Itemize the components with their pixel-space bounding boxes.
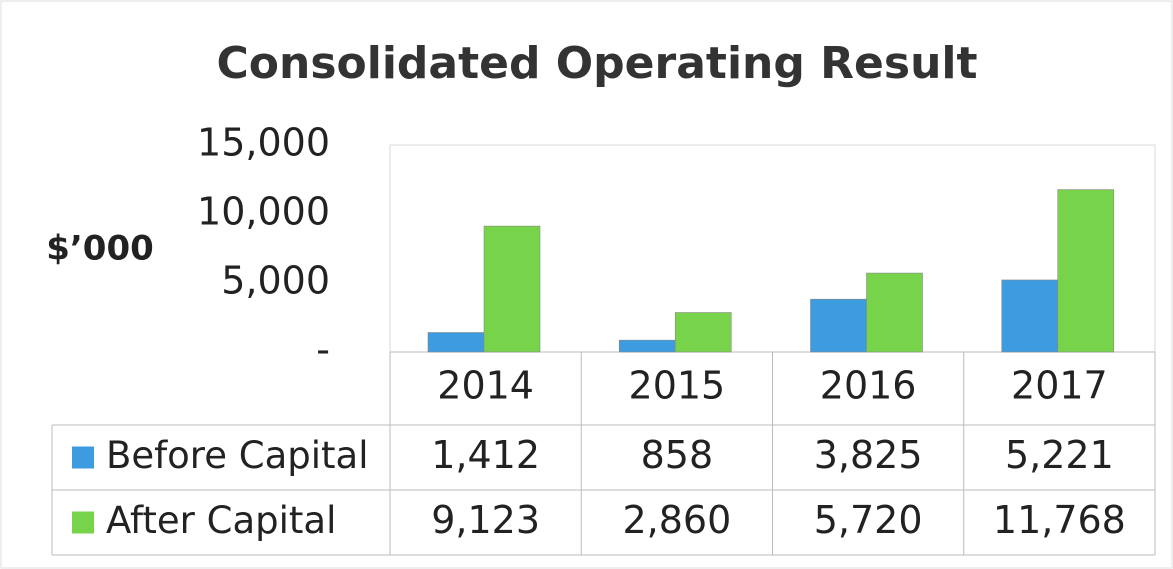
legend-swatch <box>72 511 94 534</box>
data-label: 9,123 <box>431 498 540 542</box>
data-label: 5,221 <box>1005 433 1114 477</box>
bar <box>1001 279 1059 353</box>
bar <box>618 339 676 353</box>
x-tick-label: 2017 <box>1011 364 1108 408</box>
legend-label: After Capital <box>106 499 336 542</box>
data-label: 3,825 <box>814 433 923 477</box>
y-tick-label: - <box>316 328 330 372</box>
data-label: 1,412 <box>431 433 540 477</box>
legend-swatch <box>72 446 94 469</box>
y-tick-label: 10,000 <box>197 190 330 234</box>
legend-label: Before Capital <box>106 434 368 477</box>
data-label: 2,860 <box>622 498 731 542</box>
data-label: 11,768 <box>993 498 1126 542</box>
y-tick-label: 15,000 <box>197 121 330 165</box>
bar <box>674 312 732 353</box>
x-tick-label: 2015 <box>629 364 726 408</box>
data-label: 5,720 <box>814 498 923 542</box>
bar <box>427 332 485 353</box>
bar <box>1057 189 1115 353</box>
y-axis-label: $’000 <box>46 229 154 269</box>
data-label: 858 <box>641 433 714 477</box>
chart-title: Consolidated Operating Result <box>216 38 977 89</box>
y-tick-label: 5,000 <box>221 259 330 303</box>
x-tick-label: 2016 <box>820 364 917 408</box>
bar <box>483 225 541 353</box>
x-tick-label: 2014 <box>437 364 534 408</box>
bar <box>866 272 923 353</box>
bar <box>810 298 867 353</box>
